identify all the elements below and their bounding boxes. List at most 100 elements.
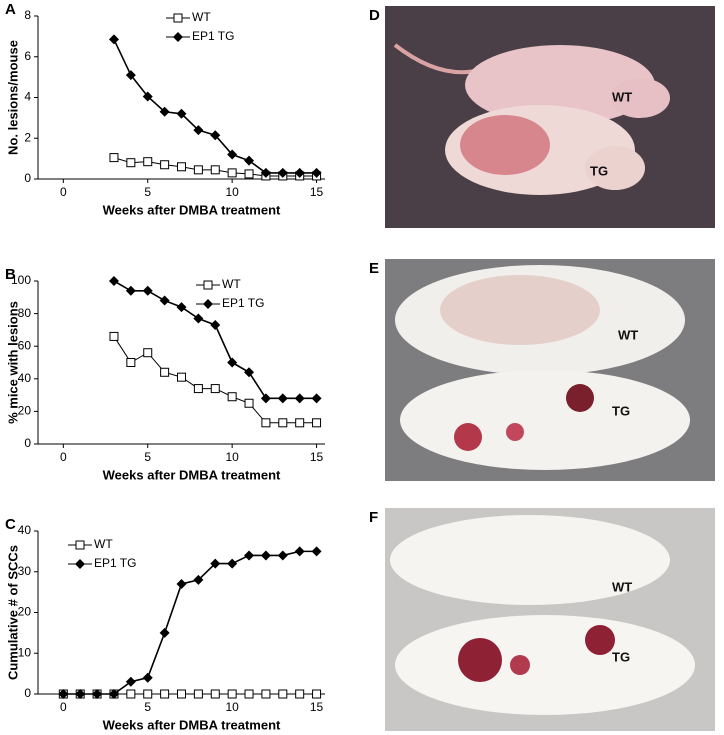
marker: [193, 384, 203, 394]
marker: [177, 372, 186, 382]
marker: [210, 320, 221, 331]
marker: [210, 558, 221, 569]
marker: [244, 367, 255, 378]
marker: [244, 398, 254, 408]
photo-label: TG: [612, 403, 630, 418]
marker: [193, 574, 204, 585]
marker: [159, 627, 170, 638]
legend-label: WT: [94, 537, 113, 551]
marker: [311, 546, 322, 557]
y-axis-label: Cumulative # of SCCs: [5, 545, 20, 680]
y-axis-label: No. lesions/mouse: [5, 40, 20, 155]
panel-label: D: [369, 7, 380, 24]
marker: [109, 331, 119, 341]
x-tick-label: 15: [310, 700, 324, 714]
x-tick-label: 10: [225, 700, 239, 714]
marker: [294, 546, 305, 557]
x-tick-label: 10: [225, 450, 239, 464]
y-tick-label: 30: [18, 564, 32, 578]
series-line: [63, 550, 317, 695]
legend-marker: [203, 280, 213, 290]
photo-label: TG: [590, 163, 608, 178]
marker: [142, 91, 153, 102]
marker: [160, 689, 170, 699]
marker: [312, 689, 322, 699]
marker: [177, 162, 186, 172]
marker: [311, 393, 322, 404]
y-tick-label: 0: [24, 686, 31, 700]
x-tick-label: 15: [310, 185, 324, 199]
marker: [278, 689, 288, 699]
marker: [159, 106, 170, 117]
photo-f: [385, 508, 715, 731]
y-tick-label: 20: [18, 404, 32, 418]
marker: [277, 393, 288, 404]
marker: [210, 384, 220, 394]
marker: [143, 157, 153, 167]
marker: [261, 418, 271, 428]
marker: [142, 672, 153, 683]
marker: [227, 168, 237, 178]
marker: [227, 357, 238, 368]
y-tick-label: 80: [18, 306, 32, 320]
marker: [312, 418, 322, 428]
panel-label: B: [5, 266, 16, 283]
legend-label: EP1 TG: [94, 556, 136, 570]
marker: [143, 689, 153, 699]
marker: [108, 34, 119, 45]
y-tick-label: 6: [24, 49, 31, 63]
legend-marker: [75, 540, 85, 550]
marker: [176, 302, 187, 313]
panel-label: C: [5, 516, 16, 533]
legend-label: WT: [192, 10, 211, 24]
y-axis-label: % mice with lesions: [5, 301, 20, 424]
marker: [125, 70, 136, 81]
legend-marker: [173, 32, 183, 42]
legend-marker: [203, 299, 213, 309]
marker: [126, 158, 136, 168]
x-tick-label: 15: [310, 450, 324, 464]
marker: [260, 550, 271, 561]
photo-label: WT: [612, 89, 632, 104]
x-tick-label: 5: [144, 185, 151, 199]
marker: [176, 578, 187, 589]
marker: [126, 358, 136, 367]
marker: [294, 393, 305, 404]
series-line: [113, 39, 317, 174]
marker: [143, 348, 153, 358]
marker: [261, 689, 271, 699]
legend-label: WT: [222, 277, 241, 291]
y-tick-label: 0: [24, 436, 31, 450]
marker: [278, 418, 288, 428]
marker: [177, 689, 186, 699]
marker: [92, 689, 103, 699]
legend-marker: [173, 13, 183, 23]
y-tick-label: 60: [18, 338, 32, 352]
marker: [294, 167, 305, 178]
marker: [277, 550, 288, 561]
marker: [227, 689, 237, 699]
panel-label: A: [5, 1, 16, 18]
marker: [244, 169, 254, 179]
y-tick-label: 2: [24, 130, 31, 144]
marker: [244, 550, 255, 561]
x-axis-label: Weeks after DMBA treatment: [103, 717, 281, 732]
y-tick-label: 40: [18, 523, 32, 537]
y-tick-label: 20: [18, 605, 32, 619]
panel-label: F: [369, 509, 378, 526]
photo-label: WT: [612, 579, 632, 594]
legend-label: EP1 TG: [192, 29, 234, 43]
marker: [108, 276, 119, 286]
marker: [193, 689, 203, 699]
y-tick-label: 40: [18, 371, 32, 385]
panel-label: E: [369, 260, 379, 277]
marker: [176, 108, 187, 119]
marker: [260, 393, 271, 404]
marker: [210, 689, 220, 699]
marker: [210, 130, 221, 141]
y-tick-label: 8: [24, 8, 31, 22]
y-tick-label: 4: [24, 90, 31, 104]
x-tick-label: 0: [60, 450, 67, 464]
legend-label: EP1 TG: [222, 296, 264, 310]
